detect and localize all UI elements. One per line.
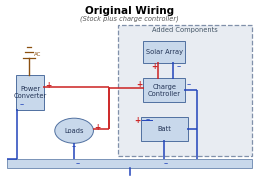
- FancyBboxPatch shape: [7, 159, 252, 168]
- Text: –: –: [72, 143, 76, 152]
- FancyBboxPatch shape: [143, 78, 185, 102]
- Text: AC: AC: [34, 52, 41, 57]
- FancyBboxPatch shape: [118, 25, 252, 156]
- Text: Power
Converter: Power Converter: [14, 86, 47, 99]
- FancyBboxPatch shape: [143, 41, 185, 63]
- Text: –: –: [176, 62, 181, 71]
- FancyBboxPatch shape: [141, 117, 188, 141]
- Text: –: –: [163, 159, 168, 168]
- Text: Solar Array: Solar Array: [146, 49, 183, 55]
- Text: –: –: [76, 159, 80, 168]
- Text: +: +: [94, 123, 100, 132]
- Ellipse shape: [55, 118, 93, 143]
- Text: –: –: [146, 115, 150, 124]
- Text: Original Wiring: Original Wiring: [85, 5, 174, 16]
- Text: (Stock plus charge controller): (Stock plus charge controller): [80, 15, 179, 22]
- FancyBboxPatch shape: [16, 74, 44, 110]
- Text: +: +: [45, 81, 52, 90]
- Text: Charge
Controller: Charge Controller: [148, 84, 181, 97]
- Text: –: –: [187, 80, 191, 89]
- Text: +: +: [136, 80, 143, 89]
- Text: Batt: Batt: [157, 126, 171, 132]
- Text: Loads: Loads: [64, 128, 84, 134]
- Text: Added Components: Added Components: [152, 27, 218, 33]
- Text: –: –: [19, 100, 23, 109]
- Text: +: +: [151, 62, 157, 71]
- Text: +: +: [134, 116, 140, 125]
